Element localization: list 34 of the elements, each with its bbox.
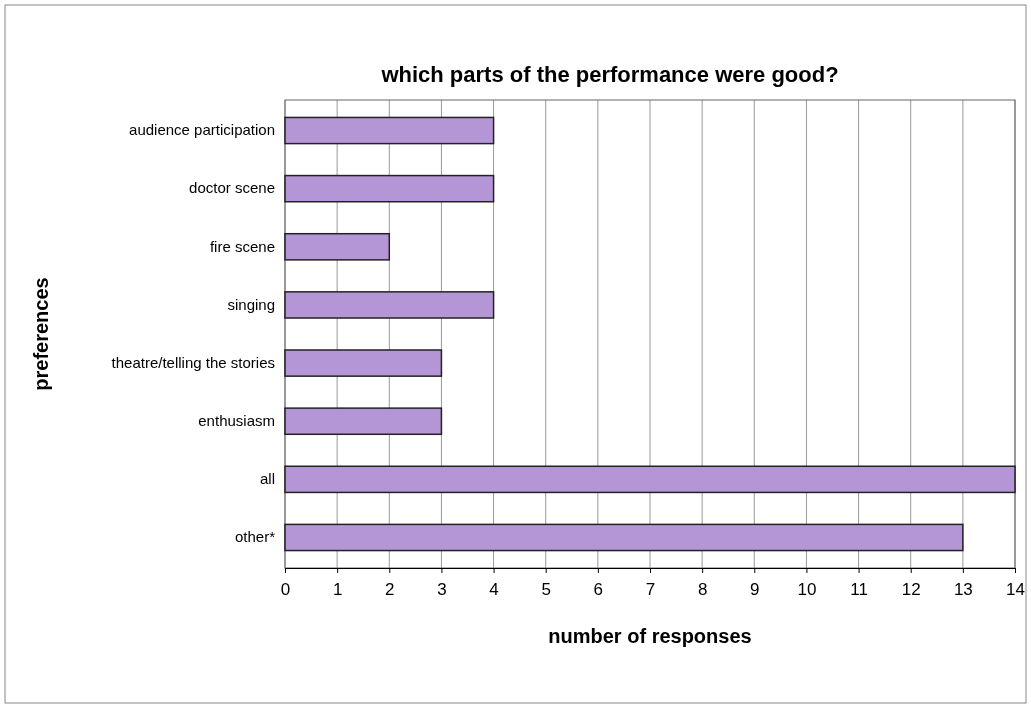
x-tick-label: 8 <box>697 579 708 599</box>
x-axis-title: number of responses <box>548 625 752 647</box>
y-tick-label: theatre/telling the stories <box>111 353 275 371</box>
x-tick-label: 7 <box>645 579 656 599</box>
bar <box>284 174 495 203</box>
y-tick-label: all <box>259 470 275 488</box>
x-tick-label: 4 <box>489 579 499 599</box>
y-axis-title: preferences <box>30 277 52 391</box>
bar <box>284 407 443 436</box>
y-tick-label: audience participation <box>129 121 275 139</box>
x-tick-label: 13 <box>953 579 973 599</box>
y-tick-label: singing <box>227 295 275 313</box>
x-tick-label: 0 <box>280 579 291 599</box>
x-tick-label: 3 <box>437 579 447 599</box>
x-tick-label: 10 <box>797 579 817 599</box>
bar <box>284 116 495 145</box>
x-tick-label: 2 <box>385 579 395 599</box>
y-tick-label: enthusiasm <box>198 412 275 429</box>
y-tick-label: doctor scene <box>189 179 275 197</box>
x-tick-label: 12 <box>901 579 921 599</box>
x-tick-label: 9 <box>750 579 760 599</box>
x-tick-label: 1 <box>332 579 343 599</box>
x-tick-label: 5 <box>541 579 551 599</box>
bar <box>284 349 443 377</box>
bar <box>284 523 964 552</box>
y-tick-label: other* <box>234 528 276 546</box>
x-tick-label: 6 <box>593 579 604 599</box>
bar <box>284 465 1016 494</box>
x-tick-label: 14 <box>1006 579 1025 599</box>
chart-title: which parts of the performance were good? <box>380 62 839 87</box>
bar <box>284 232 391 261</box>
bar <box>284 291 495 319</box>
y-tick-label: fire scene <box>209 237 275 255</box>
x-tick-label: 11 <box>850 579 868 599</box>
